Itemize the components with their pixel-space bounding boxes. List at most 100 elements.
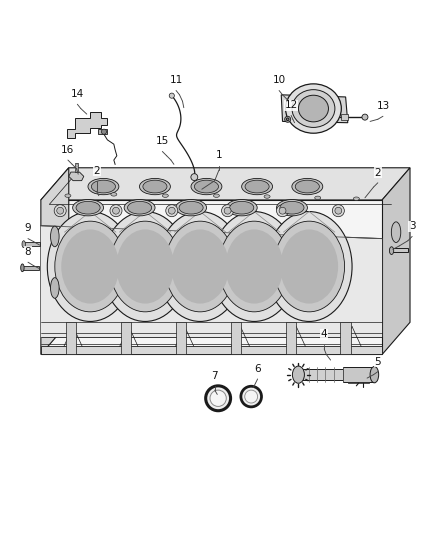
- Ellipse shape: [292, 179, 323, 195]
- Ellipse shape: [241, 386, 261, 407]
- Ellipse shape: [280, 229, 338, 304]
- Ellipse shape: [22, 241, 25, 248]
- Text: 2: 2: [374, 168, 381, 177]
- Ellipse shape: [230, 201, 254, 214]
- Text: 6: 6: [254, 364, 261, 374]
- Circle shape: [191, 174, 198, 181]
- Ellipse shape: [143, 180, 167, 193]
- Polygon shape: [382, 168, 410, 354]
- Text: 10: 10: [272, 75, 286, 85]
- Circle shape: [110, 205, 122, 217]
- Ellipse shape: [50, 226, 59, 247]
- Ellipse shape: [370, 367, 379, 383]
- Polygon shape: [298, 369, 343, 380]
- Ellipse shape: [210, 390, 226, 407]
- Text: 16: 16: [61, 145, 74, 155]
- Text: 12: 12: [285, 100, 298, 110]
- Ellipse shape: [88, 179, 119, 195]
- Ellipse shape: [127, 201, 152, 214]
- Text: 5: 5: [374, 357, 381, 367]
- Polygon shape: [24, 242, 39, 246]
- Ellipse shape: [165, 221, 236, 312]
- Ellipse shape: [102, 212, 188, 321]
- Circle shape: [113, 207, 120, 214]
- Ellipse shape: [162, 194, 168, 197]
- Ellipse shape: [280, 201, 304, 214]
- Polygon shape: [341, 114, 348, 120]
- Ellipse shape: [55, 221, 126, 312]
- Ellipse shape: [139, 179, 170, 195]
- Circle shape: [224, 207, 231, 214]
- Text: 15: 15: [156, 136, 169, 147]
- Text: 11: 11: [170, 75, 183, 85]
- Polygon shape: [121, 322, 131, 354]
- Ellipse shape: [111, 192, 117, 196]
- Circle shape: [57, 207, 64, 214]
- Ellipse shape: [73, 199, 103, 216]
- Ellipse shape: [353, 197, 359, 200]
- Ellipse shape: [92, 180, 116, 193]
- Ellipse shape: [110, 221, 180, 312]
- Ellipse shape: [293, 366, 304, 383]
- Ellipse shape: [219, 221, 290, 312]
- Ellipse shape: [211, 212, 297, 321]
- Circle shape: [335, 207, 342, 214]
- Ellipse shape: [266, 212, 352, 321]
- Polygon shape: [392, 248, 408, 252]
- Ellipse shape: [176, 199, 207, 216]
- Text: 9: 9: [25, 223, 31, 233]
- Polygon shape: [22, 265, 39, 270]
- Circle shape: [362, 114, 368, 120]
- Polygon shape: [230, 322, 241, 354]
- Polygon shape: [69, 172, 84, 181]
- Ellipse shape: [124, 199, 155, 216]
- Text: 1: 1: [215, 150, 223, 160]
- Ellipse shape: [76, 201, 100, 214]
- Polygon shape: [41, 200, 382, 354]
- Circle shape: [286, 118, 289, 120]
- Ellipse shape: [50, 278, 59, 298]
- Ellipse shape: [264, 195, 270, 198]
- Text: 14: 14: [71, 89, 84, 99]
- Circle shape: [166, 205, 178, 217]
- Circle shape: [169, 93, 174, 98]
- Text: 7: 7: [212, 370, 218, 381]
- Ellipse shape: [65, 194, 71, 197]
- Polygon shape: [340, 322, 351, 354]
- Text: 4: 4: [321, 329, 328, 340]
- Ellipse shape: [389, 247, 394, 254]
- Text: 8: 8: [25, 247, 31, 257]
- Ellipse shape: [171, 229, 229, 304]
- Polygon shape: [98, 129, 107, 134]
- Ellipse shape: [47, 212, 133, 321]
- Ellipse shape: [276, 199, 307, 216]
- Text: 2: 2: [93, 166, 100, 175]
- Ellipse shape: [61, 229, 119, 304]
- Polygon shape: [41, 346, 382, 354]
- Circle shape: [279, 207, 286, 214]
- Ellipse shape: [226, 199, 257, 216]
- Polygon shape: [176, 322, 186, 354]
- Ellipse shape: [295, 180, 319, 193]
- Ellipse shape: [391, 222, 401, 243]
- Polygon shape: [75, 164, 78, 172]
- Ellipse shape: [191, 179, 222, 195]
- Ellipse shape: [286, 84, 341, 133]
- Polygon shape: [343, 367, 374, 382]
- Ellipse shape: [21, 264, 24, 272]
- Polygon shape: [67, 112, 107, 138]
- Ellipse shape: [274, 221, 345, 312]
- Circle shape: [332, 205, 344, 217]
- Polygon shape: [286, 322, 296, 354]
- Polygon shape: [66, 322, 76, 354]
- Circle shape: [276, 205, 289, 217]
- Ellipse shape: [116, 229, 174, 304]
- Ellipse shape: [245, 390, 258, 403]
- Ellipse shape: [315, 196, 321, 199]
- Ellipse shape: [206, 386, 230, 411]
- Ellipse shape: [194, 180, 219, 193]
- Ellipse shape: [245, 180, 269, 193]
- Circle shape: [101, 129, 106, 134]
- Ellipse shape: [179, 201, 203, 214]
- Polygon shape: [348, 382, 369, 383]
